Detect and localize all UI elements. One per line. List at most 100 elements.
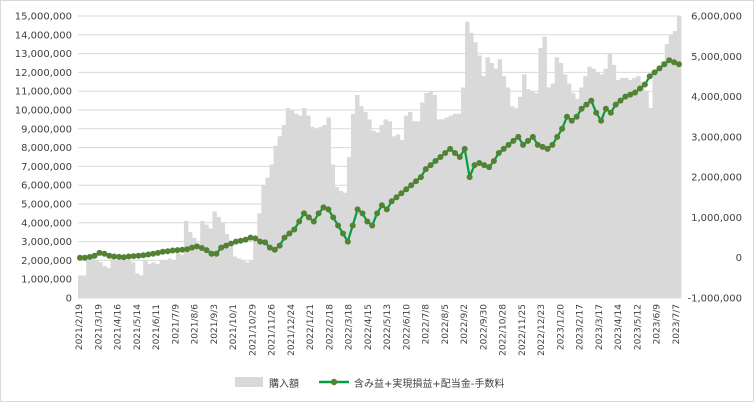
bar <box>615 79 621 298</box>
bar <box>159 260 164 298</box>
x-axis-tick-label: 2022/1/21 <box>306 304 316 350</box>
x-axis-tick-label: 2022/10/28 <box>499 304 509 356</box>
left-axis-tick-label: 9,000,000 <box>21 124 72 135</box>
bar <box>98 262 103 298</box>
bar <box>436 119 441 299</box>
left-axis-tick-label: 2,000,000 <box>21 256 72 267</box>
data-point <box>247 234 254 241</box>
x-axis-tick-label: 2023/2/17 <box>576 304 586 350</box>
bar <box>175 252 181 298</box>
legend: 購入額 含み益+実現損益+配当金-手数料 <box>235 377 504 390</box>
data-point <box>651 69 658 76</box>
data-point <box>505 141 512 148</box>
bar <box>350 113 356 298</box>
data-point <box>232 238 239 245</box>
bar <box>452 113 458 298</box>
x-axis-tick-label: 2021/4/16 <box>114 304 124 350</box>
data-point <box>632 89 639 96</box>
data-point <box>286 230 293 237</box>
bar <box>240 260 246 298</box>
data-point <box>525 137 531 144</box>
bar <box>652 72 657 299</box>
data-point <box>486 164 493 171</box>
x-axis-tick-label: 2022/6/10 <box>402 304 412 350</box>
bar <box>306 115 311 298</box>
data-point <box>622 93 629 100</box>
bar <box>122 260 128 298</box>
bar <box>143 260 148 298</box>
bar <box>522 74 527 298</box>
left-axis-tick-label: 10,000,000 <box>15 106 72 117</box>
x-axis-tick-label: 2023/6/9 <box>653 304 663 345</box>
data-point <box>116 253 122 260</box>
bar <box>399 140 405 298</box>
legend-swatch-bars <box>235 377 263 387</box>
data-point <box>218 244 225 251</box>
right-axis-labels: -1,000,000 0 1,000,000 2,000,000 3,000,000 4,… <box>687 12 742 305</box>
data-point <box>627 91 634 98</box>
bar <box>477 55 482 299</box>
bar <box>440 119 446 299</box>
bar <box>497 59 503 298</box>
bar <box>232 256 238 298</box>
data-point <box>86 253 93 260</box>
data-point <box>602 105 609 112</box>
x-axis-labels: 2021/2/19 2021/3/19 2021/4/16 2021/5/14 2021… <box>75 304 682 356</box>
data-point <box>559 125 566 132</box>
data-point <box>656 65 663 72</box>
data-point <box>101 250 108 257</box>
bar <box>534 93 539 298</box>
bar <box>387 121 393 298</box>
x-axis-tick-label: 2021/10/29 <box>248 304 258 356</box>
bar <box>208 228 213 298</box>
data-point <box>252 235 259 242</box>
data-point <box>223 242 230 249</box>
bar <box>493 68 498 298</box>
data-point <box>164 248 171 255</box>
data-point <box>476 160 483 166</box>
data-point <box>354 206 361 213</box>
bar <box>672 31 678 298</box>
data-point <box>296 218 303 225</box>
data-point <box>671 59 678 66</box>
data-point <box>549 141 556 148</box>
bar <box>412 121 417 298</box>
data-point <box>305 214 312 221</box>
bar <box>82 275 87 298</box>
bar <box>513 108 519 299</box>
bar <box>302 108 307 299</box>
bar <box>656 68 661 298</box>
bar <box>236 258 242 298</box>
data-point <box>510 137 517 144</box>
data-point <box>242 236 249 243</box>
bar <box>200 220 205 298</box>
x-axis-tick-label: 2023/7/7 <box>672 304 682 344</box>
data-point <box>198 245 205 251</box>
bar <box>216 217 221 298</box>
data-point <box>266 244 273 251</box>
legend-label-line: 含み益+実現損益+配当金-手数料 <box>354 377 504 390</box>
x-axis-tick-label: 2021/7/9 <box>171 304 181 345</box>
data-point <box>276 242 283 249</box>
data-point <box>495 150 502 156</box>
x-axis-tick-label: 2022/8/5 <box>441 304 451 344</box>
bar <box>78 275 83 298</box>
left-axis-tick-label: 1,000,000 <box>21 275 72 286</box>
data-point <box>471 162 478 169</box>
bar <box>448 115 454 298</box>
bar <box>575 98 580 298</box>
bar <box>591 68 596 298</box>
data-point <box>534 141 541 148</box>
bar <box>416 121 421 298</box>
data-point <box>364 218 371 225</box>
data-point <box>340 230 346 237</box>
bar <box>538 47 543 299</box>
bar <box>420 102 425 298</box>
bar <box>102 266 107 298</box>
data-point <box>490 158 497 164</box>
x-axis-tick-label: 2021/2/19 <box>75 304 85 350</box>
bar <box>648 108 653 299</box>
bar <box>664 44 670 299</box>
